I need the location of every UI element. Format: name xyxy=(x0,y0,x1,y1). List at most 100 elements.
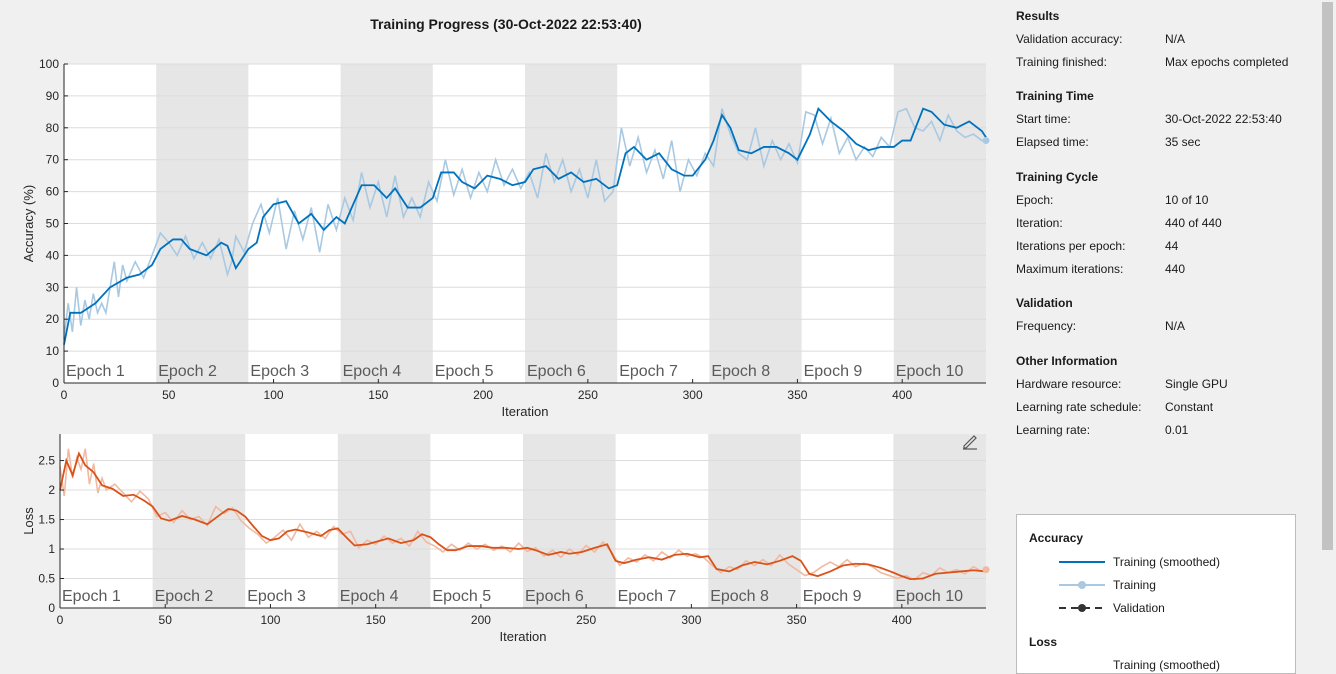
y-tick-label: 1.5 xyxy=(38,513,55,527)
epoch-label: Epoch 3 xyxy=(250,363,309,380)
epoch-label: Epoch 7 xyxy=(619,363,678,380)
y-axis-label: Loss xyxy=(21,507,36,535)
hardware-resource-label: Hardware resource: xyxy=(1016,377,1122,391)
y-tick-label: 90 xyxy=(46,89,60,103)
export-icon[interactable] xyxy=(961,432,979,450)
x-tick-label: 150 xyxy=(368,388,388,402)
y-tick-label: 70 xyxy=(46,153,60,167)
x-tick-label: 400 xyxy=(892,388,912,402)
y-tick-label: 10 xyxy=(46,344,60,358)
epoch-label: Epoch: xyxy=(1016,193,1054,207)
epoch-label: Epoch 4 xyxy=(343,363,402,380)
x-axis-label: Iteration xyxy=(500,629,547,644)
epoch-label: Epoch 5 xyxy=(435,363,494,380)
validation-accuracy-label: Validation accuracy: xyxy=(1016,32,1123,46)
info-panel: Results Validation accuracy: N/A Trainin… xyxy=(1016,0,1316,664)
epoch-label: Epoch 3 xyxy=(247,588,306,605)
x-tick-label: 150 xyxy=(366,613,386,627)
epoch-label: Epoch 4 xyxy=(340,588,399,605)
learning-rate-schedule-label: Learning rate schedule: xyxy=(1016,400,1142,414)
other-information-title: Other Information xyxy=(1016,354,1118,368)
epoch-label: Epoch 9 xyxy=(804,363,863,380)
y-tick-label: 60 xyxy=(46,185,60,199)
legend-validation-swatch xyxy=(1059,604,1105,612)
validation-accuracy-value: N/A xyxy=(1165,32,1186,46)
x-tick-label: 100 xyxy=(264,388,284,402)
x-tick-label: 250 xyxy=(578,388,598,402)
legend: Accuracy Training (smoothed) Training Va… xyxy=(1016,514,1296,674)
x-tick-label: 400 xyxy=(892,613,912,627)
scrollbar-thumb[interactable] xyxy=(1322,2,1333,550)
iterations-per-epoch-value: 44 xyxy=(1165,239,1179,253)
frequency-value: N/A xyxy=(1165,319,1186,333)
y-tick-label: 0.5 xyxy=(38,572,55,586)
x-tick-label: 200 xyxy=(473,388,493,402)
maximum-iterations-value: 440 xyxy=(1165,262,1186,276)
y-tick-label: 80 xyxy=(46,121,60,135)
epoch-label: Epoch 10 xyxy=(896,363,964,380)
iteration-value: 440 of 440 xyxy=(1165,216,1222,230)
frequency-label: Frequency: xyxy=(1016,319,1077,333)
x-tick-label: 0 xyxy=(57,613,64,627)
plot-area: Training Progress (30-Oct-2022 22:53:40)… xyxy=(0,0,1000,664)
y-tick-label: 100 xyxy=(39,57,59,71)
legend-accuracy-training: Training xyxy=(1113,578,1156,592)
start-time-value: 30-Oct-2022 22:53:40 xyxy=(1165,112,1282,126)
validation-title: Validation xyxy=(1016,296,1073,310)
series-training-smoothed-line xyxy=(63,106,987,345)
epoch-value: 10 of 10 xyxy=(1165,193,1209,207)
x-tick-label: 50 xyxy=(162,388,176,402)
x-tick-label: 300 xyxy=(683,388,703,402)
elapsed-time-label: Elapsed time: xyxy=(1016,135,1089,149)
training-time-title: Training Time xyxy=(1016,89,1094,103)
series-training-line xyxy=(63,107,986,339)
epoch-label: Epoch 6 xyxy=(527,363,586,380)
y-tick-label: 0 xyxy=(52,376,59,390)
y-tick-label: 20 xyxy=(46,312,60,326)
elapsed-time-value: 35 sec xyxy=(1165,135,1201,149)
legend-accuracy-smoothed: Training (smoothed) xyxy=(1113,555,1220,569)
x-tick-label: 350 xyxy=(787,388,807,402)
y-axis-label: Accuracy (%) xyxy=(21,185,36,262)
epoch-label: Epoch 10 xyxy=(895,588,963,605)
learning-rate-label: Learning rate: xyxy=(1016,423,1091,437)
y-tick-label: 0 xyxy=(48,601,55,615)
series-training-smoothed-line xyxy=(59,451,987,581)
legend-accuracy-title: Accuracy xyxy=(1029,531,1084,545)
x-tick-label: 300 xyxy=(681,613,701,627)
learning-rate-schedule-value: Constant xyxy=(1165,400,1214,414)
last-point-marker xyxy=(982,137,990,145)
legend-smoothed-swatch xyxy=(1059,561,1105,563)
accuracy-chart[interactable]: Epoch 1 Epoch 2 Epoch 3 Epoch 4 Epoch 5 Epoch… xyxy=(0,0,1000,430)
y-tick-label: 40 xyxy=(46,248,60,262)
y-tick-label: 1 xyxy=(48,542,55,556)
x-axis-label: Iteration xyxy=(502,404,549,419)
x-tick-label: 0 xyxy=(61,388,68,402)
epoch-label: Epoch 8 xyxy=(711,363,770,380)
training-finished-label: Training finished: xyxy=(1016,55,1107,69)
start-time-label: Start time: xyxy=(1016,112,1071,126)
epoch-label: Epoch 7 xyxy=(618,588,677,605)
x-tick-label: 50 xyxy=(159,613,173,627)
x-tick-label: 350 xyxy=(787,613,807,627)
epoch-label: Epoch 6 xyxy=(525,588,584,605)
maximum-iterations-label: Maximum iterations: xyxy=(1016,262,1124,276)
last-point-marker xyxy=(982,566,990,574)
page-title: Training Progress (30-Oct-2022 22:53:40) xyxy=(370,16,642,32)
epoch-label: Epoch 9 xyxy=(803,588,862,605)
loss-chart[interactable]: Epoch 1 Epoch 2 Epoch 3 Epoch 4 Epoch 5 Epoch… xyxy=(0,0,1000,664)
x-tick-label: 200 xyxy=(471,613,491,627)
epoch-label: Epoch 2 xyxy=(155,588,214,605)
legend-training-swatch xyxy=(1059,581,1105,589)
epoch-label: Epoch 8 xyxy=(710,588,769,605)
y-tick-label: 2 xyxy=(48,483,55,497)
legend-loss-smoothed: Training (smoothed) xyxy=(1113,658,1220,672)
iterations-per-epoch-label: Iterations per epoch: xyxy=(1016,239,1126,253)
y-tick-label: 50 xyxy=(46,217,60,231)
x-tick-label: 100 xyxy=(260,613,280,627)
legend-accuracy-validation: Validation xyxy=(1113,601,1165,615)
x-tick-label: 250 xyxy=(576,613,596,627)
y-tick-label: 30 xyxy=(46,280,60,294)
epoch-label: Epoch 5 xyxy=(432,588,491,605)
iteration-label: Iteration: xyxy=(1016,216,1063,230)
